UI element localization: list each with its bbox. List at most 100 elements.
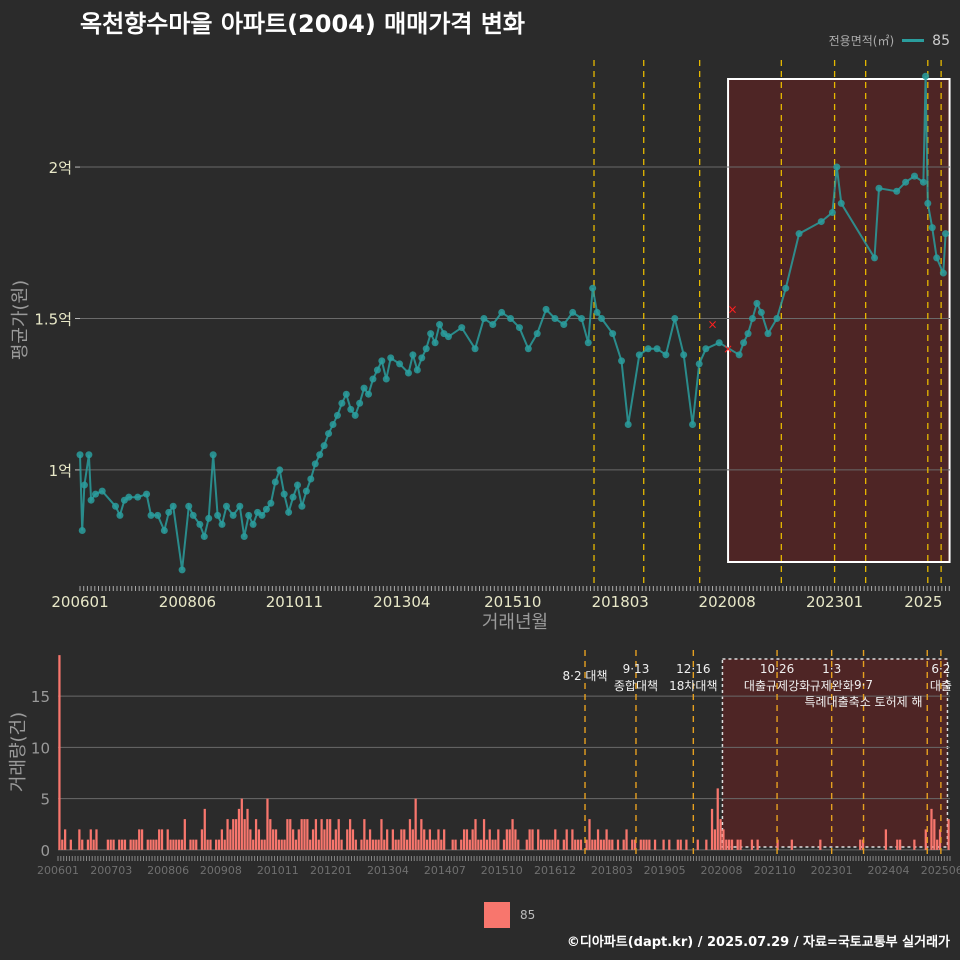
price-point — [280, 490, 288, 498]
y-tick-label: 1.5억 — [34, 310, 72, 328]
volume-bar — [443, 829, 446, 850]
volume-bar — [497, 829, 500, 850]
volume-bar — [257, 829, 261, 850]
price-point — [875, 184, 883, 192]
price-point — [378, 357, 386, 365]
price-point — [744, 330, 752, 338]
volume-bar — [78, 829, 81, 850]
price-point — [753, 299, 761, 307]
price-chart-panel: 1억 1.5억 2억 200601 200806 201011 201304 201510 20… — [10, 60, 951, 633]
price-point — [80, 481, 88, 489]
price-point — [748, 314, 756, 322]
volume-bar — [705, 839, 708, 850]
price-point — [267, 499, 275, 507]
volume-bar — [460, 839, 463, 850]
price-point — [653, 345, 661, 353]
volume-bar — [314, 819, 318, 850]
volume-bar — [480, 839, 483, 850]
policy-name-label: 규제완화 — [810, 679, 854, 693]
price-point — [928, 224, 936, 232]
volume-bar — [594, 839, 597, 850]
volume-bar — [562, 839, 565, 850]
cancelled-mark: × — [727, 302, 737, 316]
price-point — [735, 351, 743, 359]
price-point — [436, 321, 444, 329]
volume-bar — [120, 839, 124, 850]
volume-bar — [311, 829, 315, 850]
volume-bar — [234, 819, 238, 850]
price-point — [695, 360, 703, 368]
volume-bar — [924, 829, 927, 850]
volume-bar — [482, 819, 486, 850]
price-point — [922, 72, 930, 80]
volume-bar — [454, 839, 457, 850]
y-tick-label: 2억 — [49, 159, 72, 177]
volume-bar — [155, 839, 158, 850]
price-point — [342, 390, 350, 398]
price-point — [360, 384, 368, 392]
volume-bar — [631, 839, 634, 850]
price-point — [795, 230, 803, 238]
price-point — [382, 375, 390, 383]
volume-x-tick-label: 200806 — [147, 864, 189, 877]
price-point — [942, 230, 950, 238]
volume-bar — [859, 839, 862, 850]
volume-bar — [331, 839, 335, 850]
volume-bar — [736, 839, 739, 850]
volume-bar — [297, 829, 300, 850]
volume-bar — [391, 829, 394, 850]
legend-series-label: 85 — [932, 32, 950, 49]
volume-bar — [383, 839, 386, 850]
legend-title: 전용면적(㎡) — [828, 34, 895, 48]
volume-bar — [719, 819, 722, 850]
policy-date-label: 6·2 — [931, 662, 950, 676]
volume-bar — [913, 839, 916, 850]
policy-date-label: 10·26 — [760, 662, 794, 676]
volume-bar — [537, 829, 540, 850]
volume-bar — [232, 819, 235, 850]
policy-name-label: 18차대책 — [669, 678, 717, 693]
volume-bar — [203, 808, 206, 850]
volume-bar — [249, 829, 252, 850]
policy-date-label: 12·16 — [676, 662, 710, 676]
volume-bar — [602, 839, 605, 850]
volume-bar — [776, 839, 779, 850]
volume-bar — [303, 819, 306, 850]
volume-bar — [351, 829, 355, 850]
volume-bar — [571, 829, 574, 850]
policy-name-label: 특례대출축소 토허제 해 — [805, 695, 923, 709]
volume-y-tick-label: 5 — [40, 791, 50, 809]
price-point — [871, 254, 879, 262]
price-point — [644, 345, 652, 353]
cancelled-mark: × — [707, 318, 717, 332]
price-point — [356, 399, 364, 407]
volume-x-tick-label: 201011 — [257, 864, 299, 877]
volume-bar — [368, 829, 372, 850]
policy-date-label: 1·3 — [822, 662, 841, 676]
volume-bar — [790, 839, 793, 850]
volume-bar — [243, 819, 246, 850]
volume-x-tick-label: 201304 — [367, 864, 409, 877]
volume-bar — [246, 808, 249, 850]
volume-bar — [237, 808, 241, 850]
price-point — [143, 490, 151, 498]
volume-x-tick-label: 201612 — [534, 864, 576, 877]
volume-bar — [633, 839, 637, 850]
price-point — [618, 357, 626, 365]
volume-bar — [930, 808, 933, 850]
volume-bar — [494, 839, 497, 850]
volume-bar — [756, 839, 759, 850]
volume-x-tick-label: 202301 — [811, 864, 853, 877]
price-point — [222, 502, 230, 510]
price-point — [680, 351, 688, 359]
price-point — [311, 460, 319, 468]
price-point — [524, 345, 532, 353]
volume-bar — [428, 829, 432, 850]
x-tick-label: 201011 — [266, 593, 323, 611]
volume-x-tick-label: 202404 — [868, 864, 910, 877]
policy-date-label: 9·13 — [623, 662, 650, 676]
volume-bar — [585, 839, 588, 850]
volume-y-tick-label: 15 — [31, 688, 50, 706]
price-point — [413, 366, 421, 374]
